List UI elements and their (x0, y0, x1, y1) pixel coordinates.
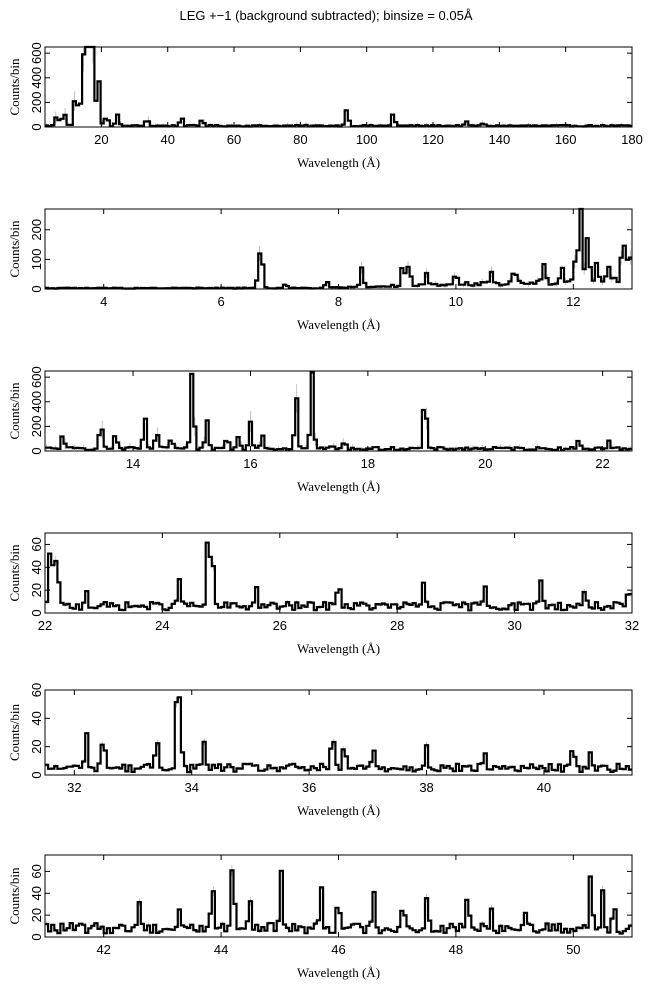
x-tick-label: 26 (273, 618, 287, 633)
x-tick-label: 180 (621, 132, 643, 147)
x-tick-label: 14 (126, 456, 140, 471)
x-tick-label: 20 (478, 456, 492, 471)
y-tick-label: 400 (29, 391, 44, 413)
x-tick-label: 140 (488, 132, 510, 147)
x-tick-label: 8 (335, 294, 342, 309)
y-tick-label: 0 (29, 771, 44, 778)
plot-frame (44, 532, 633, 614)
y-tick-label: 0 (29, 609, 44, 616)
x-tick-label: 20 (94, 132, 108, 147)
y-tick-label: 200 (29, 416, 44, 438)
x-tick-label: 18 (361, 456, 375, 471)
panel-2: 4 6 8 10 12 0 100 200 Wavelength (Å) Counts/bin (7, 207, 633, 332)
y-tick-label: 200 (29, 92, 44, 114)
y-tick-label: 0 (29, 285, 44, 292)
y-tick-label: 40 (29, 711, 44, 725)
y-axis-title: Counts/bin (7, 58, 22, 116)
x-tick-label: 16 (243, 456, 257, 471)
plot-frame (44, 689, 633, 776)
x-tick-label: 100 (356, 132, 378, 147)
y-tick-label: 20 (29, 908, 44, 922)
y-tick-label: 20 (29, 583, 44, 597)
y-tick-label: 0 (29, 123, 44, 130)
spectrum-series (45, 696, 632, 774)
y-tick-label: 0 (29, 447, 44, 454)
x-tick-label: 40 (160, 132, 174, 147)
plot-frame (44, 46, 633, 128)
spectrum-series (45, 869, 632, 935)
x-tick-label: 22 (595, 456, 609, 471)
panel-5: 32 34 36 38 40 0 20 40 60 Wavelength (Å) Counts/bi… (7, 683, 633, 818)
x-tick-label: 34 (185, 780, 199, 795)
x-tick-label: 10 (449, 294, 463, 309)
x-tick-label: 12 (566, 294, 580, 309)
x-tick-label: 22 (38, 618, 52, 633)
x-tick-label: 60 (227, 132, 241, 147)
x-tick-label: 44 (214, 942, 228, 957)
y-tick-label: 20 (29, 739, 44, 753)
x-tick-label: 38 (419, 780, 433, 795)
y-axis-title: Counts/bin (7, 867, 22, 925)
y-axis-title: Counts/bin (7, 382, 22, 440)
x-tick-label: 32 (625, 618, 639, 633)
x-axis-title: Wavelength (Å) (297, 317, 380, 332)
x-tick-label: 30 (507, 618, 521, 633)
x-tick-label: 80 (293, 132, 307, 147)
panel-3: 14 16 18 20 22 0 200 400 600 Wavelength (Å) Counts… (7, 366, 633, 494)
x-tick-label: 24 (155, 618, 169, 633)
x-tick-label: 4 (100, 294, 107, 309)
x-tick-label: 36 (302, 780, 316, 795)
x-tick-label: 40 (537, 780, 551, 795)
y-tick-label: 100 (29, 249, 44, 271)
x-tick-label: 160 (555, 132, 577, 147)
spectrum-series (45, 371, 632, 452)
x-axis-title: Wavelength (Å) (297, 641, 380, 656)
y-tick-label: 60 (29, 864, 44, 878)
y-tick-label: 60 (29, 537, 44, 551)
y-tick-label: 0 (29, 933, 44, 940)
x-axis-title: Wavelength (Å) (297, 479, 380, 494)
y-tick-label: 40 (29, 886, 44, 900)
x-tick-label: 46 (331, 942, 345, 957)
x-axis-title: Wavelength (Å) (297, 965, 380, 980)
x-tick-label: 32 (67, 780, 81, 795)
y-axis-title: Counts/bin (7, 220, 22, 278)
x-tick-label: 120 (422, 132, 444, 147)
y-tick-label: 600 (29, 42, 44, 64)
x-axis-title: Wavelength (Å) (297, 155, 380, 170)
y-tick-label: 60 (29, 683, 44, 697)
y-tick-label: 600 (29, 366, 44, 388)
panel-1: 20 40 60 80 100 120 140 160 180 0 200 400 600 Wavelen… (7, 42, 643, 170)
x-tick-label: 48 (449, 942, 463, 957)
x-tick-label: 28 (390, 618, 404, 633)
spectrum-series (45, 207, 632, 290)
y-tick-label: 400 (29, 67, 44, 89)
y-axis-title: Counts/bin (7, 544, 22, 602)
panel-6: 42 44 46 48 50 0 20 40 60 Wavelength (Å) Counts/bi… (7, 854, 633, 980)
y-axis-title: Counts/bin (7, 703, 22, 761)
spectrum-series (45, 45, 632, 128)
plot-frame (44, 370, 633, 452)
x-tick-label: 6 (217, 294, 224, 309)
y-tick-label: 200 (29, 219, 44, 241)
plot-frame (44, 854, 633, 938)
chart-title: LEG +−1 (background subtracted); binsize… (179, 8, 473, 23)
panel-4: 22 24 26 28 30 32 0 20 40 60 Wavelength (Å) Counts/… (7, 532, 639, 656)
x-tick-label: 42 (96, 942, 110, 957)
x-axis-title: Wavelength (Å) (297, 803, 380, 818)
spectrum-series (45, 541, 632, 612)
plot-frame (44, 208, 633, 290)
y-tick-label: 40 (29, 560, 44, 574)
x-tick-label: 50 (566, 942, 580, 957)
